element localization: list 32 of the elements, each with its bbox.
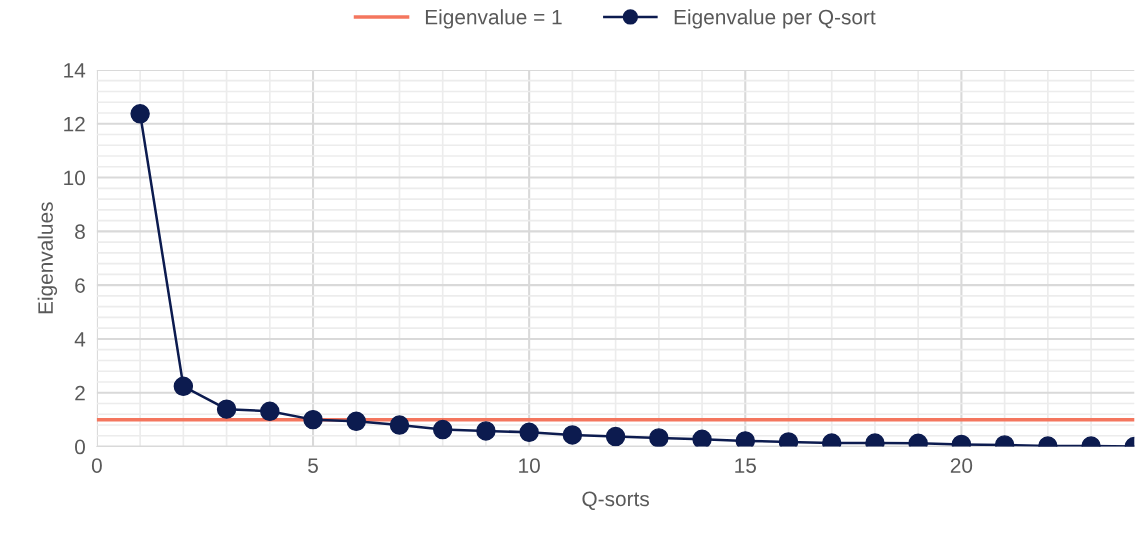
x-tick-label: 20 [950, 458, 973, 473]
point [605, 426, 626, 447]
legend-label: Eigenvalue = 1 [425, 9, 562, 29]
point [389, 415, 410, 435]
point [216, 399, 237, 419]
y-tick-label: 4 [74, 332, 86, 347]
x-tick-label: 5 [308, 458, 318, 473]
y-tick-label: 0 [75, 439, 85, 455]
y-tick-label: 14 [64, 63, 86, 78]
y-tick-label: 2 [75, 385, 85, 401]
x-tick-label: 0 [91, 458, 102, 473]
point [432, 419, 453, 440]
point [130, 104, 150, 124]
point [649, 428, 669, 447]
y-tick-label: 10 [64, 170, 85, 186]
y-tick-label: 8 [75, 224, 85, 240]
y-tick-label: 12 [64, 116, 85, 132]
point [303, 409, 323, 430]
y-axis-title: Eigenvalues [37, 202, 58, 314]
point [562, 425, 583, 445]
x-axis-title: Q-sorts [582, 491, 649, 510]
point [476, 421, 496, 441]
point [692, 429, 712, 447]
point [346, 411, 366, 431]
point [735, 431, 755, 447]
point [260, 401, 280, 422]
point [173, 376, 194, 397]
legend-label: Eigenvalue per Q-sort [674, 9, 876, 29]
y-tick-label: 6 [75, 278, 85, 293]
x-tick-label: 15 [735, 458, 756, 473]
point [519, 422, 539, 443]
x-tick-label: 10 [519, 458, 540, 473]
